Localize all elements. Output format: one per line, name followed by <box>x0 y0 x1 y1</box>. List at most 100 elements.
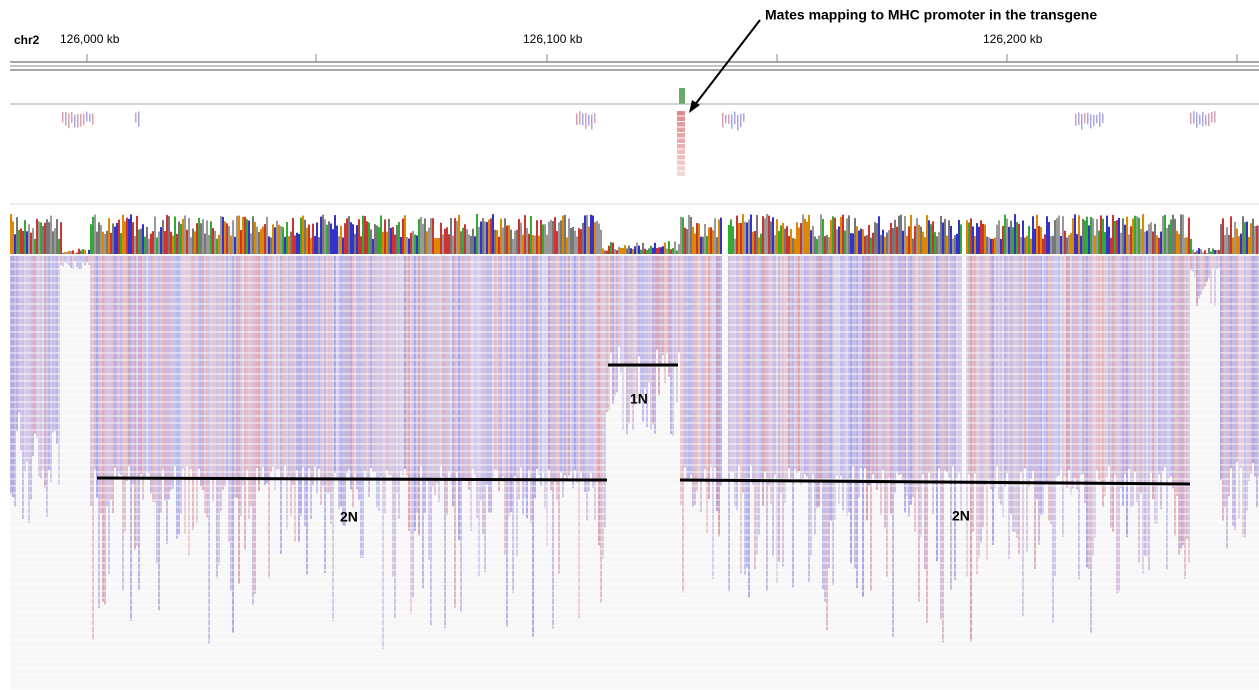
coverage-bar <box>794 238 796 254</box>
ruler-label: 126,000 kb <box>60 32 120 46</box>
coverage-bar <box>1238 236 1240 254</box>
read-column <box>738 256 740 467</box>
read-column <box>408 256 410 531</box>
coverage-bar <box>1242 216 1244 254</box>
coverage-bar <box>54 228 56 254</box>
coverage-bar <box>554 217 556 254</box>
read-column <box>910 256 912 505</box>
coverage-bar <box>188 217 190 254</box>
coverage-bar <box>360 236 362 254</box>
coverage-bar <box>110 232 112 254</box>
read-column <box>256 256 258 469</box>
coverage-bar <box>480 221 482 254</box>
coverage-bar <box>872 232 874 254</box>
coverage-bar <box>214 230 216 254</box>
coverage-bar <box>408 238 410 254</box>
coverage-bar <box>574 230 576 254</box>
coverage-bar <box>1134 215 1136 254</box>
read-column <box>880 256 882 516</box>
read-column <box>696 256 698 491</box>
read-column <box>416 256 418 513</box>
coverage-bar <box>998 220 1000 254</box>
coverage-bar <box>454 218 456 254</box>
read-column <box>786 256 788 482</box>
coverage-bar <box>938 232 940 254</box>
read-column <box>290 256 292 516</box>
read-column <box>670 256 672 435</box>
coverage-bar <box>636 242 638 254</box>
read-column <box>378 256 380 512</box>
read-column <box>906 256 908 497</box>
read-column <box>32 256 34 457</box>
read-column <box>680 256 682 505</box>
read-column <box>1130 256 1132 508</box>
coverage-bar <box>74 253 76 254</box>
coverage-bar <box>292 217 294 254</box>
coverage-bar <box>888 229 890 254</box>
discordant-read <box>1087 112 1089 125</box>
coverage-bar <box>374 224 376 254</box>
read-column <box>564 256 566 476</box>
coverage-bar <box>764 218 766 254</box>
read-column <box>16 256 18 432</box>
read-column <box>112 256 114 514</box>
coverage-bar <box>826 234 828 254</box>
coverage-bar <box>524 215 526 254</box>
coverage-bar <box>1054 220 1056 254</box>
discordant-read <box>1078 112 1080 125</box>
read-column <box>872 256 874 475</box>
read-column <box>952 256 954 467</box>
coverage-bar <box>348 216 350 254</box>
read-column <box>980 256 982 544</box>
read-column <box>1000 256 1002 505</box>
read-column <box>264 256 266 486</box>
read-column <box>1046 256 1048 482</box>
mate-read <box>677 133 685 138</box>
read-column <box>270 256 272 473</box>
coverage-bar <box>418 218 420 254</box>
read-column <box>1238 256 1240 519</box>
coverage-bar <box>980 220 982 254</box>
coverage-bar <box>1180 214 1182 254</box>
read-column <box>206 256 208 518</box>
read-column <box>868 256 870 486</box>
coverage-bar <box>1244 222 1246 254</box>
coverage-bar <box>852 233 854 254</box>
coverage-bar <box>612 242 614 254</box>
coverage-bar <box>570 227 572 254</box>
coverage-bar <box>610 242 612 254</box>
coverage-bar <box>120 233 122 254</box>
coverage-bar <box>414 234 416 254</box>
coverage-bar <box>372 238 374 254</box>
read-column <box>426 256 428 482</box>
coverage-bar <box>126 217 128 254</box>
read-column <box>824 256 826 602</box>
read-column <box>160 256 162 513</box>
read-column <box>686 256 688 481</box>
read-column <box>570 256 572 472</box>
coverage-bar <box>768 215 770 254</box>
coverage-bar <box>426 231 428 254</box>
read-column <box>704 256 706 470</box>
read-column <box>102 256 104 602</box>
coverage-bar <box>1170 219 1172 254</box>
coverage-bar <box>1250 223 1252 254</box>
coverage-bar <box>1040 227 1042 254</box>
coverage-bar <box>282 227 284 254</box>
coverage-bar <box>780 225 782 254</box>
annotation-arrow <box>689 19 761 113</box>
coverage-bar <box>484 221 486 254</box>
coverage-bar <box>64 252 66 254</box>
read-column <box>716 256 718 511</box>
coverage-bar <box>972 226 974 254</box>
coverage-bar <box>284 236 286 254</box>
read-column <box>490 256 492 513</box>
coverage-bar <box>266 216 268 254</box>
coverage-bar <box>704 223 706 254</box>
read-column <box>1172 256 1174 489</box>
coverage-bar <box>616 250 618 254</box>
read-column <box>922 256 924 475</box>
mate-read <box>677 144 685 149</box>
read-column <box>810 256 812 556</box>
